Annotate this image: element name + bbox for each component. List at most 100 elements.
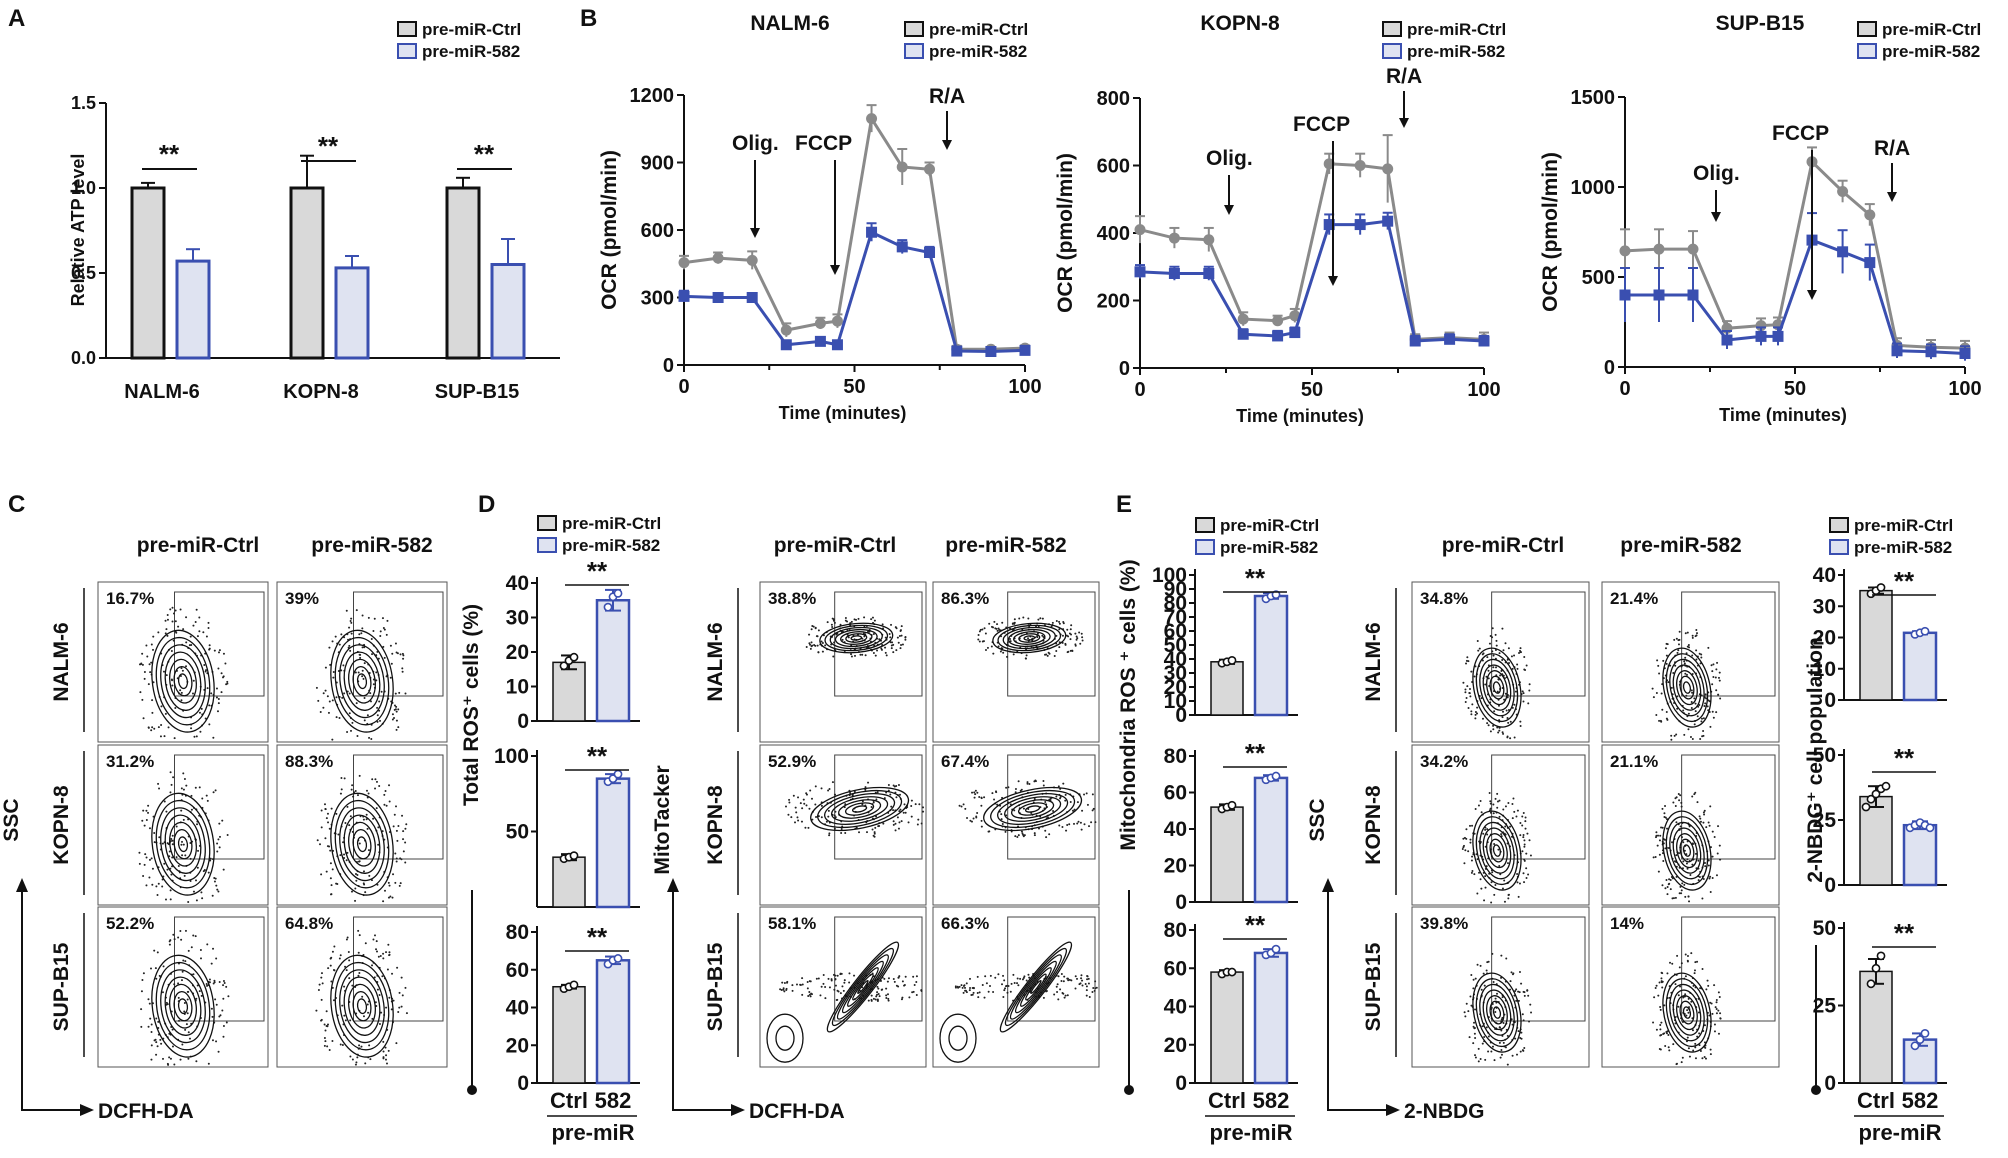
e-plot-2-1-percent: 14% — [1610, 914, 1644, 933]
d-plot-1-0-dot — [820, 787, 823, 790]
b-supb-title: SUP-B15 — [1716, 12, 1805, 35]
d-plot-1-0-dot — [788, 798, 791, 801]
c-plot-1-1-contour — [356, 836, 368, 853]
e-plot-1-0-dot — [1525, 867, 1528, 870]
e-plot-2-1-dot — [1696, 1035, 1699, 1038]
d-plot-1-0-dot — [811, 818, 814, 821]
d-plot-0-0: 38.8% — [759, 581, 927, 743]
c-plot-1-1-dot — [324, 837, 327, 840]
d-y-arrowhead — [667, 878, 679, 892]
e-plot-0-0-dot — [1495, 644, 1498, 647]
c-plot-2-1-dot — [398, 991, 401, 994]
c-plot-0-1-dot — [379, 630, 382, 633]
e-plot-0-1-contour — [1682, 681, 1692, 694]
e-plot-2-1-dot — [1692, 1049, 1695, 1052]
c-plot-0-1-dot — [386, 619, 389, 622]
c-plot-2-0-dot — [180, 979, 183, 982]
d-plot-2-0-dot — [806, 981, 809, 984]
a-legend-ctrl-swatch — [397, 21, 417, 37]
c-plot-2-1-dot — [400, 976, 403, 979]
d-plot-1-0-dot — [804, 826, 807, 829]
d-plot-2-0-dot — [895, 984, 898, 987]
c-plot-2-0-dot — [222, 980, 225, 983]
d-plot-0-0-dot — [864, 654, 867, 657]
e-plot-1-0-dot — [1490, 901, 1493, 904]
e-plot-0-0-dot — [1496, 690, 1499, 693]
e-plot-2-1-dot — [1715, 999, 1718, 1002]
e-plot-1-0-dot — [1507, 893, 1510, 896]
d-plot-0-0-dot — [832, 618, 835, 621]
e2-sub2-point-0-1 — [1871, 963, 1881, 973]
b-supb-point-1-8 — [1864, 257, 1876, 269]
d-plot-1-0-dot — [892, 784, 895, 787]
c-plot-2-0-contour — [173, 991, 193, 1022]
d-plot-1-1-dot — [1092, 807, 1095, 810]
e-plot-1-1-dot — [1674, 896, 1677, 899]
e-plot-2-1-dot — [1710, 1002, 1713, 1005]
e-plot-2-1-dot — [1692, 984, 1695, 987]
e-plot-2-1-dot — [1684, 993, 1687, 996]
b-supb-ytick-label-1: 500 — [1582, 267, 1615, 289]
c-plot-1-1-dot — [328, 827, 331, 830]
c-plot-1-1-dot — [375, 807, 378, 810]
d-plot-0-1-dot — [1058, 646, 1061, 649]
c-plot-0-1-dot — [389, 644, 392, 647]
d-plot-2-1-dot — [1074, 987, 1077, 990]
c-plot-2-1-dot — [397, 1011, 400, 1014]
c-plot-0-1-dot — [367, 616, 370, 619]
e-plot-2-1-dot — [1714, 1006, 1717, 1009]
c-plot-0-1-dot — [358, 633, 361, 636]
c-plot-0-0-dot — [215, 696, 218, 699]
d-plot-1-1-dot — [1033, 832, 1036, 835]
d-plot-0-1-contour — [992, 622, 1067, 654]
e-plot-2-0-dot — [1472, 978, 1475, 981]
c-plot-0-1-dot — [378, 700, 381, 703]
d-plot-2-0-dot — [834, 978, 837, 981]
c-plot-1-0-dot — [211, 894, 214, 897]
b-kopn-point-0-3 — [1237, 313, 1249, 325]
e-plot-1-1-dot — [1652, 856, 1655, 859]
e-plot-0-0-dot — [1494, 633, 1497, 636]
c-plot-0-1-dot — [362, 677, 365, 680]
d-plot-2-1-dot — [997, 973, 1000, 976]
e-plot-0-1-dot — [1695, 628, 1698, 631]
c-plot-0-1-dot — [349, 619, 352, 622]
d-plot-0-1-dot — [978, 630, 981, 633]
e-plot-2-1-dot — [1671, 962, 1674, 965]
d-plot-2-1-dot — [989, 974, 992, 977]
e-plot-2-0-dot — [1506, 1034, 1509, 1037]
b-nalm-xtick-label-1: 50 — [843, 376, 865, 398]
c-plot-2-0-dot — [215, 1003, 218, 1006]
d-plot-2-0-dot — [920, 989, 923, 992]
e-plot-0-0-dot — [1492, 654, 1495, 657]
b-nalm-point-0-4 — [814, 317, 826, 329]
e-plot-0-0-dot — [1519, 725, 1522, 728]
d-plot-2-1-dot — [992, 991, 995, 994]
e-sub2-sig: ** — [1245, 910, 1266, 940]
c-plot-0-1-dot — [348, 692, 351, 695]
e-plot-2-0-dot — [1473, 1032, 1476, 1035]
c-plot-0-1-dot — [328, 700, 331, 703]
d-plot-2-1-contour-extra — [948, 1025, 968, 1051]
c-plot-2-0-dot — [147, 998, 150, 1001]
d-plot-2-0-dot — [795, 983, 798, 986]
c-plot-2-1-frame — [276, 906, 448, 1068]
c-plot-0-0-dot — [160, 705, 163, 708]
c-plot-0-0-contour — [169, 658, 197, 704]
e-plot-1-0-dot — [1523, 843, 1526, 846]
d-plot-0-1-dot — [1011, 622, 1014, 625]
d-plot-2-1-dot — [960, 984, 963, 987]
b-nalm-title: NALM-6 — [750, 12, 829, 35]
d-plot-1-1-dot — [1033, 797, 1036, 800]
c-plot-1-1-dot — [329, 862, 332, 865]
e-plot-0-1-dot — [1715, 668, 1718, 671]
e-plot-1-0-dot — [1482, 832, 1485, 835]
c-plot-2-0-dot — [207, 1062, 210, 1065]
e-plot-0-0-dot — [1508, 661, 1511, 664]
e-plot-2-0-dot — [1472, 987, 1475, 990]
e-plot-0-0-dot — [1523, 668, 1526, 671]
c-plot-0-0-dot — [220, 691, 223, 694]
d-plot-1-0-dot — [917, 818, 920, 821]
d-row-1: KOPN-8 — [704, 785, 727, 865]
d-plot-0-0-percent: 38.8% — [768, 589, 816, 608]
